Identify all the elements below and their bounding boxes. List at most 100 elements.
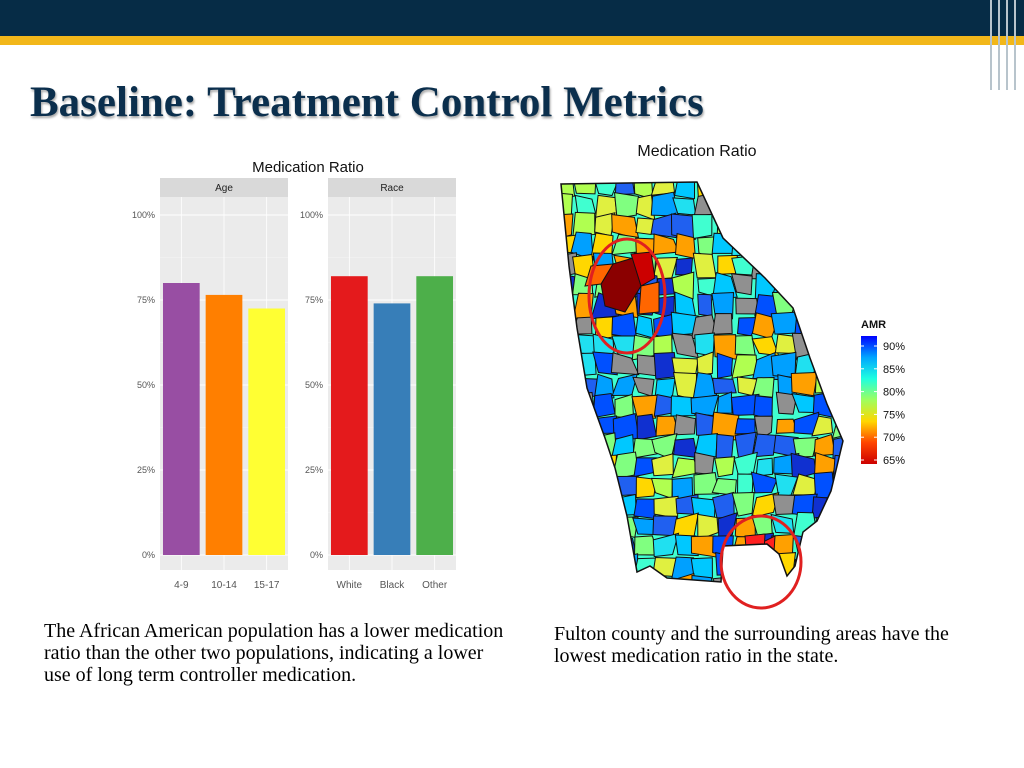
county	[717, 512, 738, 541]
county	[653, 495, 679, 519]
county	[635, 217, 657, 236]
x-tick-label: 4-9	[174, 580, 189, 591]
y-tick-label: 50%	[137, 380, 155, 390]
county	[831, 233, 843, 260]
county	[594, 475, 618, 500]
county	[675, 257, 694, 276]
caption-fulton-county: Fulton county and the surrounding areas …	[554, 623, 949, 667]
county	[751, 182, 779, 199]
county	[613, 192, 640, 219]
top-banner	[0, 0, 1024, 36]
facet-strip-race	[328, 178, 456, 197]
legend-label: 70%	[883, 432, 905, 444]
county	[714, 182, 735, 199]
county	[573, 552, 599, 578]
map-title: Medication Ratio	[637, 143, 756, 160]
county	[561, 455, 577, 481]
chart-title: Medication Ratio	[252, 159, 364, 176]
county	[791, 271, 818, 300]
county	[790, 371, 819, 397]
county	[797, 213, 820, 239]
county	[792, 437, 819, 458]
bar-4-9	[162, 283, 200, 555]
county	[716, 391, 733, 414]
county	[833, 212, 843, 241]
county	[831, 534, 843, 556]
county	[610, 352, 640, 376]
county	[831, 494, 843, 518]
facet-label: Age	[215, 183, 233, 194]
y-tick-label: 0%	[142, 550, 155, 560]
bar-10-14	[205, 294, 243, 555]
county	[754, 551, 774, 579]
county	[693, 472, 720, 495]
x-tick-label: Black	[380, 580, 405, 591]
county	[690, 394, 720, 417]
county	[734, 215, 755, 239]
facet-label: Race	[380, 183, 404, 194]
county	[792, 255, 816, 277]
county	[731, 232, 758, 258]
county	[833, 515, 843, 539]
county-dekalb	[630, 251, 656, 287]
y-tick-label: 25%	[305, 465, 323, 475]
county	[561, 576, 579, 582]
county	[576, 431, 597, 458]
county	[572, 211, 596, 237]
county	[561, 393, 579, 421]
county	[561, 317, 575, 338]
county	[836, 291, 843, 317]
county	[755, 457, 774, 477]
county	[561, 514, 578, 540]
county	[711, 291, 735, 320]
county	[830, 314, 843, 337]
county	[652, 532, 680, 558]
x-tick-label: 10-14	[211, 580, 237, 591]
county	[561, 434, 577, 458]
county	[810, 331, 837, 360]
county	[561, 494, 578, 519]
county	[711, 232, 735, 254]
county	[591, 492, 618, 520]
county	[673, 437, 699, 459]
county	[793, 573, 818, 582]
county	[770, 215, 796, 239]
county	[611, 312, 638, 340]
y-tick-label: 100%	[300, 210, 323, 220]
county	[590, 454, 618, 478]
legend-colorbar	[861, 336, 877, 464]
county	[833, 374, 843, 401]
county	[561, 472, 579, 499]
legend-label: 90%	[883, 341, 905, 353]
county	[833, 275, 843, 294]
county	[716, 352, 733, 379]
county	[561, 182, 576, 200]
county	[715, 433, 735, 461]
county	[831, 192, 843, 220]
county	[674, 233, 697, 260]
county	[690, 557, 713, 579]
county	[750, 471, 778, 494]
county	[772, 232, 797, 259]
county	[650, 577, 673, 582]
y-tick-label: 100%	[132, 210, 155, 220]
county	[752, 576, 779, 582]
county	[571, 573, 598, 582]
georgia-county-map-chart: Medication Ratio AMR 90% 85% 80% 75% 70% 65%	[560, 143, 905, 610]
county	[771, 197, 797, 216]
slide-title: Baseline: Treatment Control Metrics	[30, 79, 704, 126]
county	[816, 277, 840, 299]
county	[571, 492, 597, 519]
county	[810, 552, 839, 581]
county	[595, 515, 615, 541]
county-grid	[561, 182, 843, 582]
county	[831, 552, 843, 577]
county	[730, 574, 758, 582]
county	[750, 236, 779, 257]
county	[561, 295, 573, 318]
county	[835, 393, 843, 415]
county	[734, 335, 756, 356]
county	[770, 311, 799, 335]
legend-title: AMR	[861, 319, 886, 331]
highlight-circle-southeast	[719, 514, 803, 610]
